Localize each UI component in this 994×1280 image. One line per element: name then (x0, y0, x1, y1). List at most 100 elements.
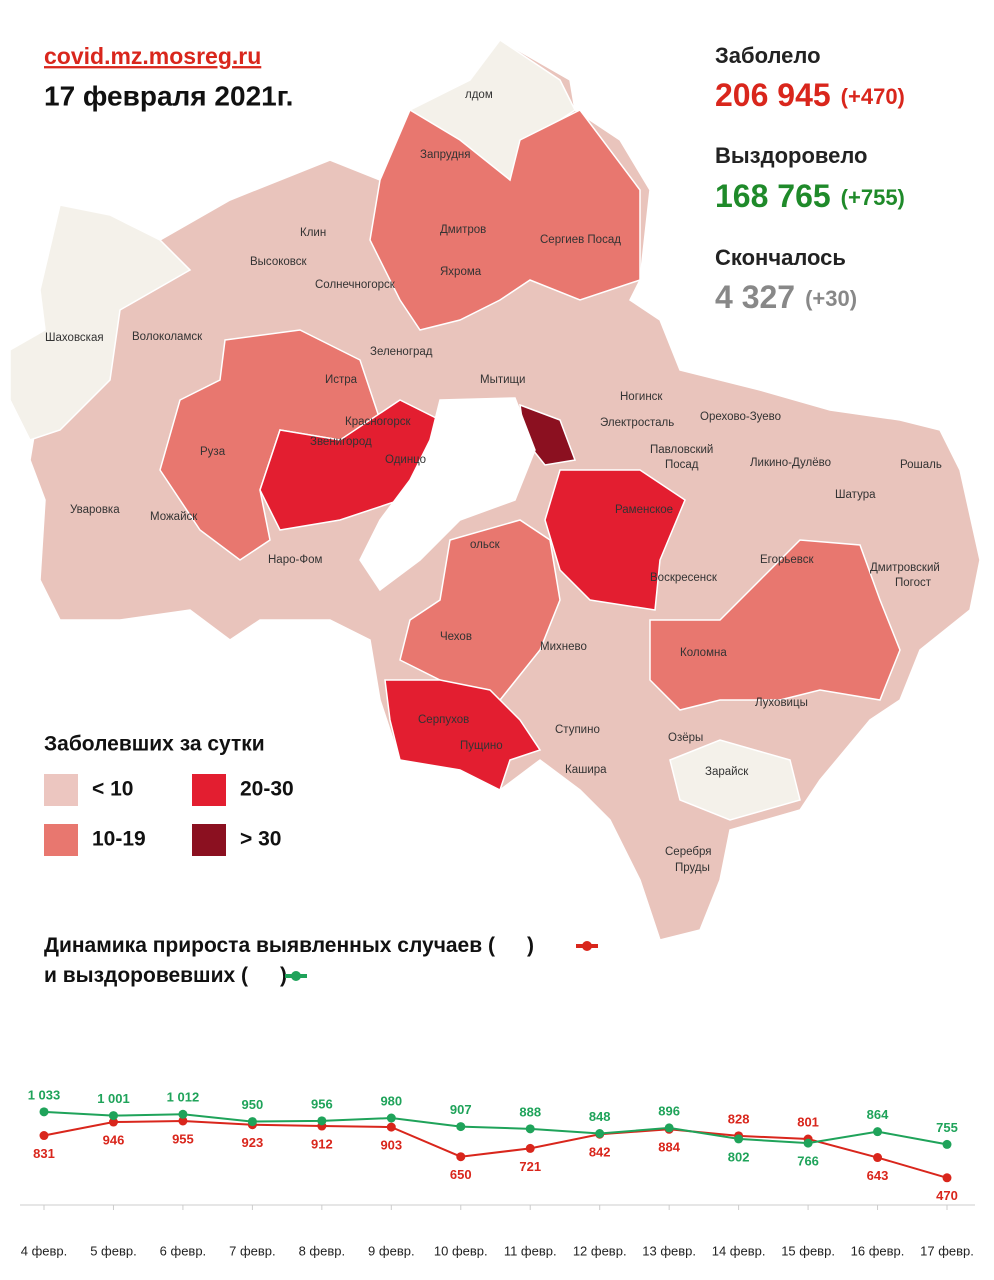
map-label: Дмитров (440, 224, 486, 236)
data-label: 643 (867, 1168, 889, 1183)
x-tick-label: 17 февр. (920, 1243, 974, 1258)
map-label: Шаховская (45, 332, 104, 344)
map-label: Егорьевск (760, 554, 815, 566)
data-label: 1 012 (167, 1090, 200, 1105)
district (384, 679, 542, 792)
data-point (873, 1153, 883, 1163)
legend-swatch (44, 774, 78, 806)
data-point (386, 1122, 396, 1132)
stat-value: 206 945 (+470) (715, 77, 905, 113)
map-label: Мытищи (480, 374, 525, 386)
map-label: Высоковск (250, 256, 307, 268)
map-label: Пущино (460, 740, 503, 752)
map-label: Раменское (615, 504, 673, 516)
district (9, 204, 192, 441)
map-label: Солнечногорск (315, 279, 396, 291)
map-label: Руза (200, 446, 226, 458)
x-tick-label: 15 февр. (781, 1243, 835, 1258)
stat-value: 168 765 (+755) (715, 178, 905, 214)
data-point (942, 1173, 952, 1183)
chart-subtitle: и выздоровевших () (44, 964, 287, 987)
map-label: Павловский (650, 444, 713, 456)
map-label: Воскресенск (650, 572, 718, 584)
data-point (873, 1127, 883, 1137)
data-point (386, 1113, 396, 1123)
data-point (178, 1116, 188, 1126)
data-label: 1 001 (97, 1091, 130, 1106)
data-point (734, 1134, 744, 1144)
map-label: Ногинск (620, 391, 663, 403)
data-label: 802 (728, 1149, 750, 1164)
map-label: Михнево (540, 641, 587, 653)
map-label: Сергиев Посад (540, 234, 621, 246)
data-point (39, 1107, 49, 1117)
map-label: Наро-Фом (268, 554, 322, 566)
legend-marker (576, 941, 598, 951)
data-label: 831 (33, 1146, 55, 1161)
data-point (525, 1124, 535, 1134)
site-link[interactable]: covid.mz.mosreg.ru (44, 43, 261, 69)
legend-label: > 30 (240, 828, 281, 851)
map-label: Зеленоград (370, 346, 433, 358)
map-label: Ступино (555, 724, 600, 736)
legend: < 10 20-30 10-19 > 30 (44, 774, 294, 856)
legend-swatch (44, 824, 78, 856)
data-label: 848 (589, 1109, 611, 1124)
data-label: 828 (728, 1111, 750, 1126)
data-point (247, 1117, 257, 1127)
map-label: Погост (895, 577, 932, 589)
map-label: Клин (300, 227, 326, 239)
x-tick-label: 4 февр. (21, 1243, 68, 1258)
data-point (317, 1116, 327, 1126)
x-tick-label: 13 февр. (642, 1243, 696, 1258)
data-label: 950 (242, 1097, 264, 1112)
district (669, 739, 801, 821)
map-label: Волоколамск (132, 331, 203, 343)
data-point (525, 1143, 535, 1153)
stat-label: Выздоровело (715, 143, 868, 168)
map-label: Чехов (440, 631, 472, 643)
data-point (595, 1129, 605, 1139)
data-label: 955 (172, 1131, 194, 1146)
map-label: Запрудня (420, 149, 471, 161)
data-point (942, 1139, 952, 1149)
map (8, 38, 981, 941)
map-label: Рошаль (900, 459, 942, 471)
stat-label: Заболело (715, 43, 821, 68)
map-label: Пруды (675, 862, 710, 874)
legend-title: Заболевших за сутки (44, 733, 265, 756)
data-label: 650 (450, 1167, 472, 1182)
data-label: 470 (936, 1188, 958, 1203)
data-label: 842 (589, 1145, 611, 1160)
legend-label: < 10 (92, 778, 133, 801)
map-label: Можайск (150, 511, 198, 523)
map-label: Шатура (835, 489, 876, 501)
data-label: 903 (380, 1138, 402, 1153)
data-label: 923 (242, 1135, 264, 1150)
map-label: Яхрома (440, 266, 482, 278)
map-label: Зарайск (705, 766, 749, 778)
map-label: Ликино-Дулёво (750, 457, 831, 469)
map-label: Озёры (668, 732, 703, 744)
district (159, 329, 381, 561)
x-tick-label: 14 февр. (712, 1243, 766, 1258)
map-label: Уваровка (70, 504, 120, 516)
data-point (456, 1122, 466, 1132)
data-point (108, 1117, 118, 1127)
map-label: Одинцо (385, 454, 426, 466)
map-label: Красногорск (345, 416, 411, 428)
data-point (664, 1123, 674, 1133)
date: 17 февраля 2021г. (44, 80, 293, 111)
data-label: 766 (797, 1154, 819, 1169)
series-line (43, 1119, 948, 1179)
map-label: Луховицы (755, 697, 808, 709)
x-tick-label: 11 февр. (504, 1243, 557, 1258)
x-tick-label: 5 февр. (90, 1243, 137, 1258)
data-label: 980 (380, 1093, 402, 1108)
x-tick-label: 10 февр. (434, 1243, 488, 1258)
map-label: Коломна (680, 647, 727, 659)
data-label: 907 (450, 1102, 472, 1117)
legend-label: 10-19 (92, 828, 146, 851)
moscow (359, 397, 536, 592)
